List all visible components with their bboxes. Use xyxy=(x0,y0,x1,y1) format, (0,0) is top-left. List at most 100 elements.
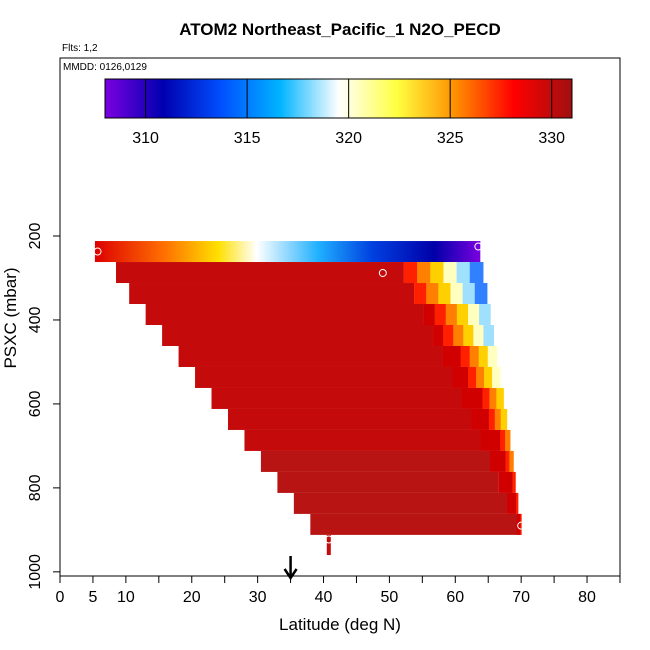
heatmap-cell xyxy=(277,471,499,493)
y-tick-label: 1000 xyxy=(27,554,44,590)
heatmap-cell xyxy=(520,513,522,535)
heatmap-cell xyxy=(505,429,511,451)
heatmap-cell xyxy=(430,262,444,284)
heatmap-cell xyxy=(426,283,439,305)
heatmap-cell xyxy=(417,262,431,284)
x-tick-label: 60 xyxy=(446,589,464,606)
heatmap-cell xyxy=(452,366,461,388)
heatmap-cell xyxy=(509,450,514,472)
heatmap-cell xyxy=(293,492,508,514)
arrow-marker xyxy=(283,556,298,581)
heatmap-cell xyxy=(500,408,508,430)
heatmap-cell xyxy=(495,429,501,451)
heatmap-cell xyxy=(490,429,496,451)
heatmap-cell xyxy=(489,387,497,409)
y-tick-label: 200 xyxy=(27,223,44,250)
heatmap-cell xyxy=(260,450,490,472)
heatmap-cell xyxy=(501,471,505,493)
heatmap-cell xyxy=(310,513,517,535)
heatmap-cell xyxy=(489,450,495,472)
heatmap-cell xyxy=(145,304,424,325)
heatmap-cell xyxy=(487,345,498,367)
x-tick-label: 50 xyxy=(381,589,399,606)
heatmap-cell xyxy=(468,366,477,388)
heatmap-cell xyxy=(512,471,516,493)
heatmap-cell xyxy=(474,283,488,305)
heatmap-cell xyxy=(414,283,427,305)
heatmap-cell xyxy=(469,345,480,367)
heatmap-cell xyxy=(438,283,451,305)
heatmap-cell xyxy=(510,492,513,514)
heatmap-cell xyxy=(516,513,518,535)
x-tick-label: 80 xyxy=(578,589,596,606)
heatmap-cell xyxy=(476,366,485,388)
heatmap-cell xyxy=(507,492,510,514)
colorbar-tick-label: 315 xyxy=(234,130,261,147)
heatmap-cell xyxy=(508,492,512,514)
track-points xyxy=(93,242,526,544)
heatmap-cell xyxy=(456,304,469,325)
heatmap-cell xyxy=(442,345,453,367)
heatmap-cell xyxy=(456,262,471,284)
x-tick-label: 30 xyxy=(249,589,267,606)
heatmap-cell xyxy=(498,471,502,493)
heatmap-cell xyxy=(501,450,507,472)
x-tick-label: 0 xyxy=(56,589,65,606)
colorbar-tick-label: 320 xyxy=(335,130,362,147)
heatmap-cell xyxy=(514,492,517,514)
x-axis: 0 5 10 20 30 40 50 60 70 80 xyxy=(56,576,621,606)
heatmap-cell xyxy=(475,387,483,409)
x-tick-label: 70 xyxy=(512,589,530,606)
heatmap-cell xyxy=(482,387,490,409)
colorbar-fill xyxy=(104,78,573,119)
heatmap-cell xyxy=(162,324,434,346)
heatmap-cell xyxy=(493,450,499,472)
track-point xyxy=(517,521,526,530)
heatmap-cell xyxy=(178,345,443,367)
heatmap-cell xyxy=(211,387,462,409)
heatmap-cell xyxy=(506,471,511,493)
track-point xyxy=(378,268,387,277)
chart-title: ATOM2 Northeast_Pacific_1 N2O_PECD xyxy=(179,20,501,39)
y-axis-title: PSXC (mbar) xyxy=(1,267,20,368)
y-axis: 200 400 600 800 1000 xyxy=(27,223,60,590)
heatmap-cell xyxy=(227,408,472,430)
heatmap-cell xyxy=(433,324,444,346)
heatmap-cell xyxy=(480,429,486,451)
heatmap-cell xyxy=(468,387,476,409)
heatmap-cell xyxy=(115,262,404,284)
heatmap-cell xyxy=(518,513,521,535)
x-tick-label: 10 xyxy=(117,589,135,606)
heatmap-cell xyxy=(460,366,469,388)
colorbar-tick-label: 310 xyxy=(132,130,159,147)
heatmap-cell xyxy=(512,492,515,514)
heatmap-cell xyxy=(484,366,493,388)
heatmap-cell xyxy=(443,262,458,284)
heatmap-cell xyxy=(479,304,491,325)
heatmap-cell xyxy=(467,304,480,325)
colorbar: 310 315 320 325 330 xyxy=(104,78,573,147)
x-axis-title: Latitude (deg N) xyxy=(279,615,401,634)
heatmap-cell xyxy=(516,492,519,514)
x-tick-label: 20 xyxy=(183,589,201,606)
heatmap-cell xyxy=(129,283,415,305)
dates-label: MMDD: 0126,0129 xyxy=(63,62,147,73)
heatmap-cell xyxy=(518,513,520,535)
colorbar-ticks: 310 315 320 325 330 xyxy=(132,79,565,147)
heatmap-cell xyxy=(462,283,476,305)
heatmap-cell xyxy=(450,283,464,305)
heatmap-cell xyxy=(500,429,506,451)
heatmap-cell xyxy=(488,408,496,430)
track-point xyxy=(93,247,102,256)
y-tick-label: 800 xyxy=(27,474,44,501)
heatmap-cell xyxy=(195,366,453,388)
heatmap-cells xyxy=(94,241,522,556)
heatmap-cell xyxy=(496,387,504,409)
plot-frame xyxy=(59,57,621,577)
heatmap-cell xyxy=(453,324,464,346)
y-tick-label: 600 xyxy=(27,390,44,417)
heatmap-cell xyxy=(469,262,484,284)
y-tick-label: 400 xyxy=(27,307,44,334)
heatmap-cell xyxy=(497,450,503,472)
